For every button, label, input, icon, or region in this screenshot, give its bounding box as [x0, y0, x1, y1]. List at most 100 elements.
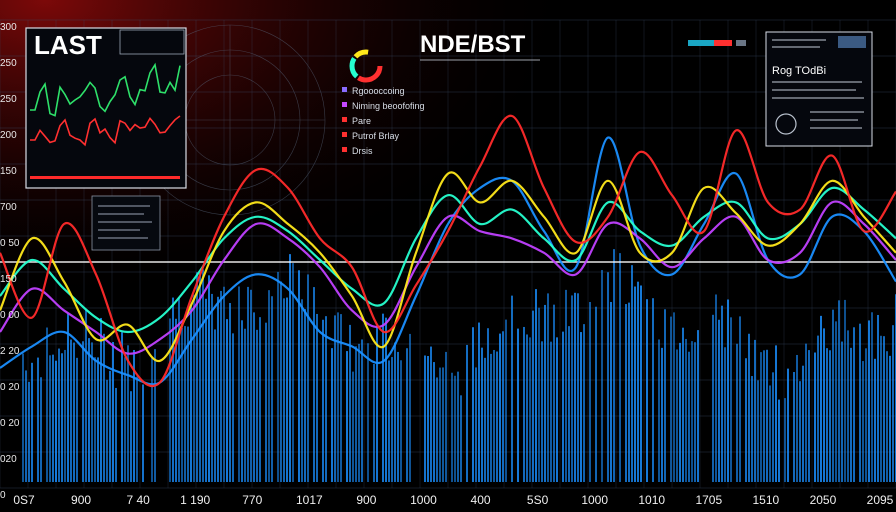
bar-texture	[187, 326, 189, 482]
bar-texture	[247, 286, 249, 482]
bar-texture	[634, 286, 636, 482]
bar-texture	[835, 321, 837, 482]
bar-texture	[838, 300, 840, 482]
bar-texture	[595, 306, 597, 482]
x-tick-label: 1000	[581, 493, 608, 507]
bar-texture	[712, 314, 714, 482]
bar-texture	[646, 299, 648, 482]
chart-title: NDE/BST	[420, 31, 526, 58]
legend: Rgoooccoing Niming beoofofing Pare Putrof B…	[342, 86, 425, 156]
bar-texture	[460, 395, 462, 482]
bar-texture	[271, 296, 273, 482]
bar-texture	[826, 348, 828, 482]
bar-texture	[325, 316, 327, 482]
bar-texture	[679, 342, 681, 482]
bar-texture	[475, 367, 477, 482]
bar-texture	[40, 377, 42, 482]
bar-texture	[691, 341, 693, 482]
bar-texture	[313, 287, 315, 482]
bar-texture	[241, 320, 243, 482]
bar-texture	[289, 254, 291, 482]
bar-texture	[685, 338, 687, 482]
bar-texture	[352, 371, 354, 482]
bar-texture	[496, 351, 498, 482]
bar-texture	[736, 343, 738, 482]
bar-texture	[784, 398, 786, 482]
bar-texture	[526, 334, 528, 482]
bar-texture	[331, 348, 333, 482]
bar-texture	[850, 347, 852, 482]
info-panel-title: Rog TOdBi	[772, 65, 826, 77]
bar-texture	[355, 346, 357, 482]
bar-texture	[664, 309, 666, 482]
x-tick-label: 5S0	[527, 493, 549, 507]
bar-texture	[715, 294, 717, 482]
bar-texture	[724, 347, 726, 482]
bar-texture	[601, 269, 603, 482]
legend-label: Putrof Brlay	[352, 131, 400, 141]
x-tick-label: 1510	[753, 493, 780, 507]
bar-texture	[340, 314, 342, 482]
bar-texture	[223, 286, 225, 482]
bar-texture	[406, 348, 408, 482]
bar-texture	[547, 293, 549, 482]
series-line-1	[0, 171, 896, 362]
bar-texture	[775, 345, 777, 482]
bar-texture	[820, 315, 822, 482]
bar-texture	[334, 315, 336, 482]
bar-texture	[562, 331, 564, 482]
bar-texture	[694, 342, 696, 482]
bar-texture	[871, 312, 873, 482]
bar-texture	[739, 316, 741, 482]
bar-texture	[307, 274, 309, 482]
series-line-3	[0, 186, 896, 334]
bar-texture	[523, 326, 525, 482]
bar-texture	[64, 349, 66, 482]
bar-texture	[676, 349, 678, 482]
bar-texture	[178, 297, 180, 482]
bar-texture	[388, 360, 390, 482]
bar-texture	[67, 313, 69, 482]
bar-texture	[862, 361, 864, 482]
bar-texture	[151, 358, 153, 482]
bar-texture	[550, 341, 552, 482]
bar-texture	[211, 293, 213, 482]
legend-swatch	[342, 117, 347, 122]
bar-texture	[172, 297, 174, 482]
x-tick-label: 1 190	[180, 493, 210, 507]
legend-swatch	[342, 102, 347, 107]
bar-texture	[304, 309, 306, 482]
bar-texture	[880, 335, 882, 482]
legend-swatch	[342, 132, 347, 137]
y-tick-label: 300	[0, 22, 17, 33]
bar-texture	[658, 339, 660, 482]
y-tick-label: 0 20	[0, 382, 20, 393]
bar-texture	[106, 379, 108, 482]
bar-texture	[832, 309, 834, 482]
legend-donut	[349, 49, 383, 83]
bar-texture	[721, 305, 723, 482]
bar-texture	[361, 339, 363, 482]
bar-texture	[499, 333, 501, 482]
bar-texture	[553, 304, 555, 482]
bar-texture	[265, 322, 267, 482]
bar-texture	[322, 319, 324, 482]
bar-texture	[286, 297, 288, 482]
bar-texture	[886, 351, 888, 482]
legend-label: Niming beoofofing	[352, 101, 425, 111]
bar-texture	[487, 328, 489, 482]
x-tick-label: 770	[242, 493, 262, 507]
y-tick-label: 2 20	[0, 346, 20, 357]
text-panel-left-lines	[98, 205, 152, 239]
bar-texture	[337, 312, 339, 482]
bar-texture	[49, 355, 51, 482]
bar-texture	[112, 341, 114, 482]
bar-texture	[298, 270, 300, 482]
bar-texture	[253, 312, 255, 482]
bar-texture	[763, 350, 765, 482]
inset-series-line	[30, 62, 181, 117]
y-tick-label: 200	[0, 130, 17, 141]
bar-texture	[259, 317, 261, 482]
bar-texture	[283, 298, 285, 482]
bar-texture	[445, 351, 447, 482]
